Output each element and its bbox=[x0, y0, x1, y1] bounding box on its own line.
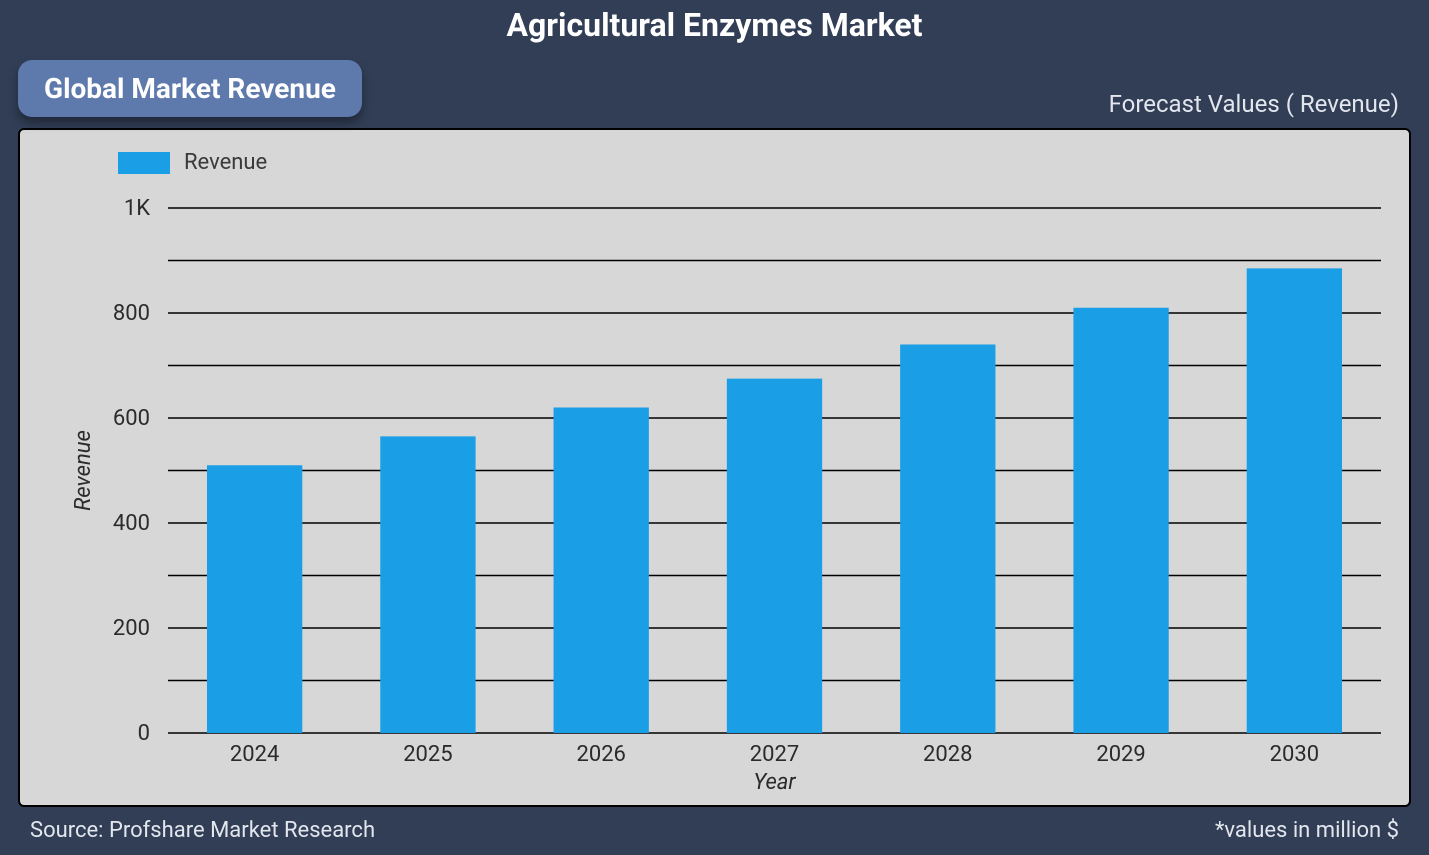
chart-legend: Revenue bbox=[118, 150, 267, 175]
svg-text:400: 400 bbox=[113, 511, 150, 536]
svg-text:Revenue: Revenue bbox=[71, 430, 96, 511]
chart-title: Agricultural Enzymes Market bbox=[0, 6, 1429, 44]
forecast-values-label: Forecast Values ( Revenue) bbox=[1109, 90, 1399, 118]
legend-label: Revenue bbox=[184, 150, 267, 175]
svg-text:2030: 2030 bbox=[1270, 742, 1319, 767]
bar-chart-svg: 0 200 400 600 800 1K 2024 2025 2026 2027 2028 2029 2… bbox=[18, 128, 1411, 807]
footer-units: *values in million $ bbox=[1215, 818, 1399, 843]
svg-text:2028: 2028 bbox=[923, 742, 972, 767]
svg-text:Year: Year bbox=[753, 770, 796, 795]
svg-text:200: 200 bbox=[113, 616, 150, 641]
svg-text:2025: 2025 bbox=[403, 742, 452, 767]
svg-text:2026: 2026 bbox=[576, 742, 625, 767]
chart-container: Revenue 0 200 400 600 800 1K 2024 2025 2026 2027 2… bbox=[18, 128, 1411, 807]
svg-text:800: 800 bbox=[113, 301, 150, 326]
svg-text:2024: 2024 bbox=[230, 742, 279, 767]
subtitle-badge: Global Market Revenue bbox=[18, 60, 362, 117]
svg-text:2027: 2027 bbox=[750, 742, 799, 767]
svg-text:600: 600 bbox=[113, 406, 150, 431]
footer-source: Source: Profshare Market Research bbox=[30, 818, 375, 843]
svg-text:1K: 1K bbox=[124, 196, 150, 221]
svg-text:2029: 2029 bbox=[1096, 742, 1145, 767]
chart-card: Agricultural Enzymes Market Global Marke… bbox=[0, 0, 1429, 855]
legend-swatch bbox=[118, 152, 170, 174]
svg-text:0: 0 bbox=[138, 721, 150, 746]
